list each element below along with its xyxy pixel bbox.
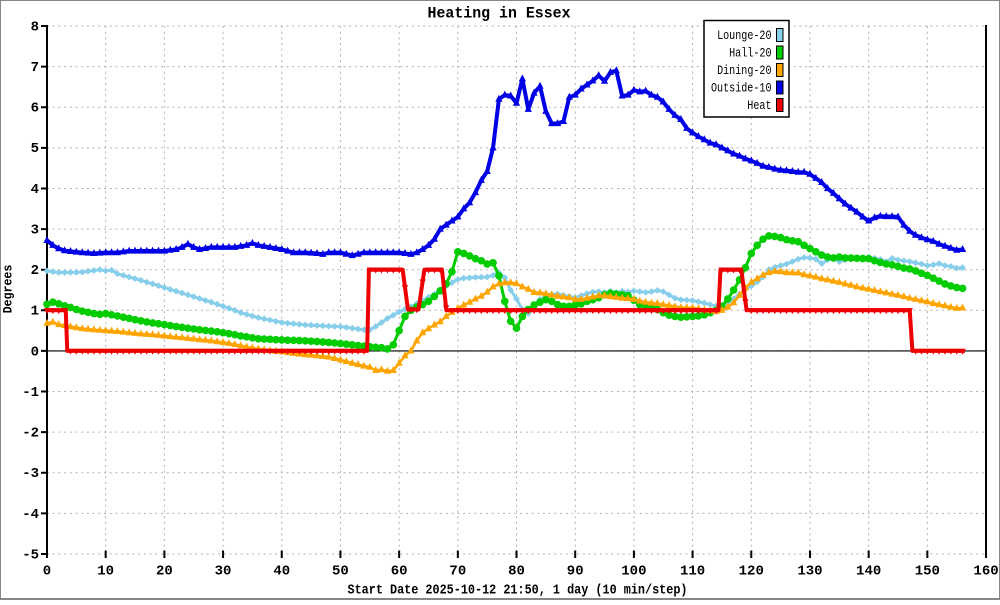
svg-text:Lounge-20: Lounge-20: [717, 28, 771, 43]
svg-text:Hall-20: Hall-20: [729, 46, 771, 61]
svg-text:60: 60: [391, 564, 408, 580]
svg-text:-5: -5: [22, 547, 39, 563]
svg-text:100: 100: [621, 564, 646, 580]
svg-text:3: 3: [31, 222, 39, 238]
svg-text:0: 0: [31, 344, 39, 360]
svg-text:2: 2: [31, 263, 39, 279]
svg-text:Heat: Heat: [747, 98, 771, 113]
svg-text:110: 110: [680, 564, 705, 580]
svg-text:Degrees: Degrees: [1, 265, 16, 314]
svg-text:160: 160: [973, 564, 998, 580]
svg-text:Start Date 2025-10-12 21:50, 1: Start Date 2025-10-12 21:50, 1 day (10 m…: [348, 583, 688, 599]
svg-text:-1: -1: [22, 385, 39, 401]
svg-text:7: 7: [31, 60, 39, 76]
svg-text:150: 150: [915, 564, 940, 580]
svg-text:8: 8: [31, 19, 39, 35]
svg-text:-4: -4: [22, 507, 39, 523]
svg-text:-3: -3: [22, 466, 39, 482]
svg-text:4: 4: [31, 182, 39, 198]
svg-text:6: 6: [31, 101, 39, 117]
svg-text:30: 30: [215, 564, 232, 580]
svg-text:70: 70: [449, 564, 466, 580]
svg-text:140: 140: [856, 564, 881, 580]
svg-text:120: 120: [739, 564, 764, 580]
svg-text:130: 130: [797, 564, 822, 580]
svg-text:Outside-10: Outside-10: [711, 81, 772, 96]
svg-text:40: 40: [273, 564, 290, 580]
svg-text:1: 1: [31, 304, 39, 320]
svg-text:50: 50: [332, 564, 349, 580]
svg-text:10: 10: [97, 564, 114, 580]
svg-text:20: 20: [156, 564, 173, 580]
svg-text:80: 80: [508, 564, 525, 580]
svg-text:Heating in Essex: Heating in Essex: [428, 5, 571, 23]
svg-text:90: 90: [567, 564, 584, 580]
svg-text:Dining-20: Dining-20: [717, 63, 771, 78]
svg-text:5: 5: [31, 141, 39, 157]
svg-text:-2: -2: [22, 426, 39, 442]
svg-text:0: 0: [43, 564, 51, 580]
